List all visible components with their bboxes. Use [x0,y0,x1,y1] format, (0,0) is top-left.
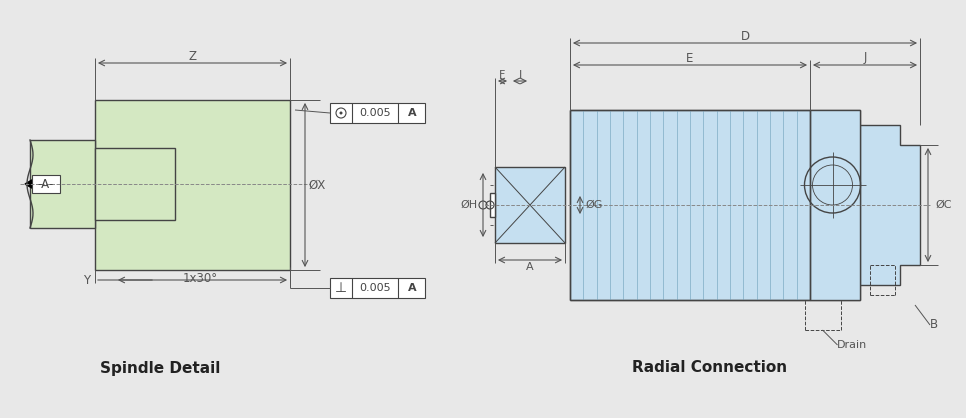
Polygon shape [860,125,920,285]
Polygon shape [810,110,860,300]
Text: 0.005: 0.005 [359,283,391,293]
Text: Radial Connection: Radial Connection [633,360,787,375]
Polygon shape [30,140,95,228]
Text: Spindle Detail: Spindle Detail [100,360,220,375]
Text: 0.005: 0.005 [359,108,391,118]
Text: A: A [526,262,534,272]
Text: Y: Y [83,273,90,286]
FancyBboxPatch shape [32,175,60,193]
Text: F: F [499,70,505,80]
Polygon shape [95,148,175,220]
Text: ØG: ØG [585,200,603,210]
Circle shape [339,112,343,115]
Text: 1x30°: 1x30° [183,272,217,285]
FancyBboxPatch shape [330,278,425,298]
Polygon shape [25,177,37,191]
Text: -A-: -A- [38,178,54,191]
Text: ØC: ØC [936,200,952,210]
FancyBboxPatch shape [330,103,425,123]
Text: B: B [930,319,938,331]
Text: E: E [686,51,694,64]
Polygon shape [95,100,290,270]
Text: ⊥: ⊥ [335,281,347,295]
Text: ØX: ØX [308,178,326,191]
Text: Drain: Drain [838,340,867,350]
Text: I: I [519,70,522,80]
Polygon shape [570,110,860,300]
Text: A: A [408,108,416,118]
Text: D: D [740,30,750,43]
Polygon shape [490,193,495,217]
Text: J: J [864,51,867,64]
Text: A: A [408,283,416,293]
Text: Z: Z [188,51,196,64]
Polygon shape [495,167,565,243]
Text: ØH: ØH [461,200,477,210]
